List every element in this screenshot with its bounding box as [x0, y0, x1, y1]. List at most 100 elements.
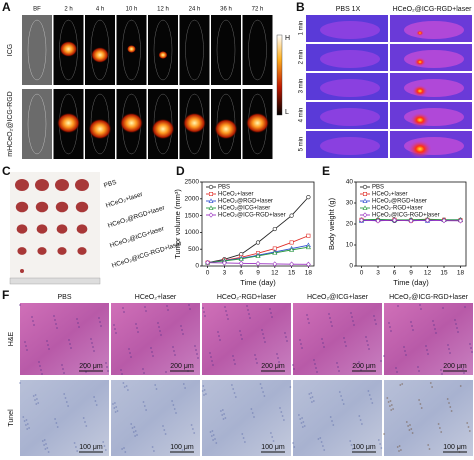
cell	[212, 439, 215, 441]
cell	[34, 399, 36, 401]
y-tick-label: 40	[346, 179, 354, 186]
legend-label: HCeO₂@ICG+laser	[218, 206, 270, 212]
point	[255, 240, 261, 245]
group-label: PBS	[103, 179, 118, 190]
hotspot	[414, 57, 426, 67]
cell	[262, 391, 264, 393]
cell	[247, 309, 249, 311]
cell	[211, 430, 214, 432]
cell	[77, 322, 79, 324]
cell	[329, 317, 331, 319]
legend-marker	[362, 212, 368, 218]
cell	[153, 450, 155, 452]
cell	[390, 409, 393, 411]
fluorescence	[59, 41, 78, 57]
cell	[131, 427, 134, 429]
cell	[350, 444, 353, 446]
point	[272, 261, 278, 267]
cell	[26, 428, 29, 430]
cell	[203, 394, 205, 396]
cell	[205, 393, 207, 395]
cell	[440, 369, 442, 371]
cell	[469, 343, 471, 345]
fluorescence	[158, 51, 168, 59]
cell	[233, 392, 236, 394]
cell	[56, 327, 58, 329]
cell	[152, 355, 154, 357]
cell	[293, 446, 296, 448]
cell	[162, 425, 164, 427]
cell	[366, 340, 368, 342]
cell	[123, 447, 125, 449]
y-tick-label: 1000	[185, 229, 200, 236]
tumor	[15, 179, 29, 191]
cell	[457, 447, 459, 449]
column-label: PBS	[57, 294, 71, 301]
cell	[388, 322, 390, 324]
column-label: HCeO₂@ICG-RGD+laser	[389, 294, 469, 301]
cell	[449, 406, 452, 408]
cell	[279, 407, 281, 409]
cell	[286, 340, 288, 342]
cell	[39, 365, 41, 367]
panel-letter: D	[176, 164, 185, 178]
cell	[417, 366, 419, 368]
cell	[76, 450, 79, 452]
cell	[371, 402, 374, 404]
cell	[67, 405, 69, 407]
he-tile	[20, 303, 109, 375]
scale-label: 100 μm	[170, 444, 194, 451]
column-label: HCeO₂@ICG+laser	[307, 294, 369, 301]
cell	[63, 393, 66, 395]
cell	[137, 331, 139, 333]
cell	[312, 400, 315, 402]
panel-letter: C	[2, 164, 11, 178]
point	[289, 261, 295, 267]
cell	[25, 345, 27, 347]
column-label: BF	[33, 7, 41, 13]
cell	[94, 400, 97, 402]
cell	[410, 321, 412, 323]
cell	[307, 318, 309, 320]
cell	[370, 398, 372, 400]
cell	[446, 398, 449, 400]
cell	[113, 324, 115, 326]
cell	[143, 372, 145, 374]
x-tick-label: 9	[256, 270, 260, 277]
cell	[172, 346, 174, 348]
cell	[99, 321, 101, 323]
legend-label: HCeO₂+laser	[218, 192, 254, 198]
cell	[255, 358, 257, 360]
cell	[350, 312, 352, 314]
point	[441, 217, 447, 224]
row-label: 2 min	[299, 50, 305, 65]
cell	[189, 308, 191, 310]
tumor	[17, 247, 27, 255]
column-label: 10 h	[126, 7, 138, 13]
hotspot	[408, 140, 432, 158]
cell	[400, 449, 402, 451]
cell	[53, 315, 55, 317]
cell	[315, 367, 317, 369]
fluorescence	[88, 118, 112, 140]
cell	[249, 317, 251, 319]
cell	[47, 451, 50, 453]
cell	[145, 310, 147, 312]
y-axis-label: Body weight (g)	[327, 197, 336, 250]
cell	[23, 420, 26, 422]
cell	[248, 313, 250, 315]
cell	[440, 431, 443, 433]
cell	[107, 370, 109, 372]
cell	[47, 344, 49, 346]
cell	[412, 329, 414, 331]
mouse-outline	[90, 19, 110, 81]
cell	[272, 440, 275, 442]
cell	[100, 325, 102, 327]
cell	[233, 359, 235, 361]
cell	[246, 305, 248, 307]
cell	[428, 448, 431, 450]
cell	[277, 357, 279, 359]
cell	[330, 321, 332, 323]
point	[205, 259, 211, 266]
